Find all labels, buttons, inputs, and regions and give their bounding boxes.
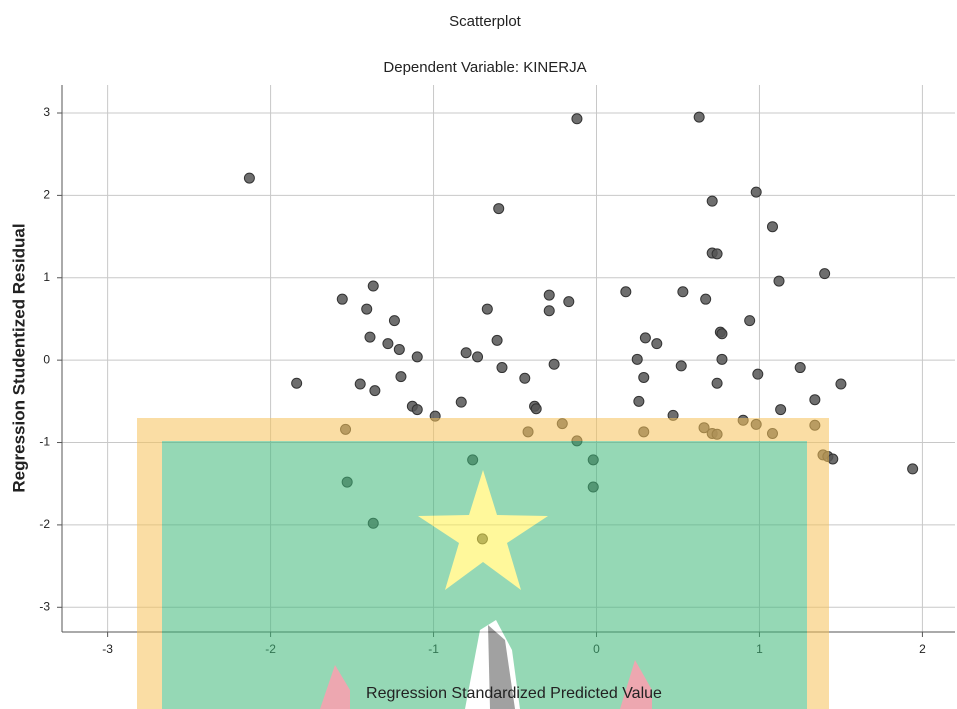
point [794,362,806,374]
point [395,371,407,383]
x-tick-label: -3 [102,642,113,656]
point [675,360,687,372]
point [638,371,650,383]
y-tick-label: 2 [43,188,50,202]
y-tick-label: 1 [43,270,50,284]
y-tick-label: 3 [43,105,50,119]
point [750,186,762,198]
point [460,347,472,359]
point [472,351,484,363]
point [693,111,705,123]
point [361,303,373,315]
point [369,385,381,397]
x-tick-label: 2 [919,642,926,656]
point [716,328,728,340]
watermark-star [418,470,548,590]
point [711,248,723,260]
point [367,280,379,292]
point [519,372,531,384]
point [481,303,493,315]
y-tick-label: -3 [39,599,50,613]
point [411,351,423,363]
y-axis-title: Regression Studentized Residual [9,223,28,492]
watermark-shape [488,625,515,709]
point [571,113,583,125]
point [744,315,756,327]
point [819,268,831,280]
point [388,315,400,327]
point [548,358,560,370]
point [243,172,255,184]
point [291,377,303,389]
watermark-shape [320,665,350,709]
point [716,353,728,365]
point [711,377,723,389]
point [773,275,785,287]
point [563,296,575,308]
point [633,395,645,407]
point [364,331,376,343]
point [455,396,467,408]
point [775,404,787,416]
point [639,332,651,344]
point [382,338,394,350]
point [835,378,847,390]
point [706,195,718,207]
point [543,289,555,301]
point [393,343,405,355]
point [354,378,366,390]
point [493,203,505,215]
chart-title: Scatterplot [449,13,522,30]
point [411,404,423,416]
point [496,362,508,374]
point [700,293,712,305]
point [677,286,689,298]
point [543,305,555,317]
point [752,368,764,380]
y-tick-label: -1 [39,435,50,449]
chart-subtitle: Dependent Variable: KINERJA [383,59,586,76]
y-tick-label: 0 [43,352,50,366]
point [907,463,919,475]
point [631,353,643,365]
point [620,286,632,298]
point [491,334,503,346]
x-axis-title: Regression Standardized Predicted Value [366,685,662,702]
point [809,394,821,406]
watermark-shape [620,660,652,709]
point [336,293,348,305]
point [651,338,663,350]
point [530,403,542,415]
point [827,453,839,465]
point [766,221,778,233]
y-tick-label: -2 [39,517,50,531]
watermark [137,418,829,709]
